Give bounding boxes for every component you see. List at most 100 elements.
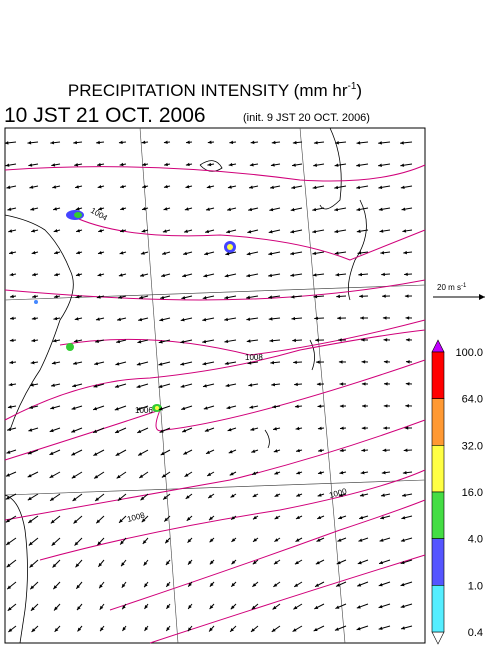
wind-arrow-head [31, 338, 36, 343]
colorbar-label: 32.0 [462, 440, 483, 452]
wind-arrow-head [164, 162, 168, 167]
wind-arrow-head [316, 360, 320, 364]
wind-arrow-head [356, 141, 361, 145]
wind-arrow-head [140, 251, 145, 255]
wind-arrow-head [246, 317, 251, 321]
wind-arrow-head [186, 140, 190, 144]
wind-arrow-head [336, 294, 340, 299]
wind-arrow-head [315, 583, 320, 587]
wind-reference-superscript: -1 [461, 283, 467, 289]
coastline [4, 494, 28, 644]
wind-arrow-head [248, 383, 253, 387]
valid-time: 10 JST 21 OCT. 2006 [4, 104, 206, 127]
wind-arrow-head [136, 407, 141, 411]
wind-arrow-head [142, 162, 146, 167]
wind-arrow-head [229, 472, 234, 476]
wind-arrow-head [229, 140, 234, 145]
wind-arrow-head [403, 250, 408, 255]
colorbar-segment [431, 491, 445, 539]
wind-arrow-head [163, 184, 168, 189]
precipitation [34, 210, 236, 412]
wind-arrow-head [401, 207, 406, 211]
wind-arrow-head [51, 541, 56, 546]
wind-arrow-head [317, 493, 322, 497]
wind-arrow-head [49, 474, 54, 478]
wind-arrow-head [268, 251, 273, 256]
wind-arrow-head [270, 163, 275, 167]
wind-arrow-head [165, 539, 169, 544]
wind-arrow-head [317, 470, 322, 475]
wind-arrow-head [209, 582, 214, 587]
wind-arrow-head [50, 406, 55, 410]
wind-arrow-head [383, 404, 388, 408]
wind-arrow-head [318, 448, 322, 453]
wind-arrow-head [338, 360, 343, 364]
wind-arrow-head [93, 452, 98, 456]
wind-arrow-head [312, 207, 317, 212]
wind-arrow-head [356, 605, 361, 609]
wind-arrow-head [315, 338, 319, 342]
wind-arrow-head [335, 605, 340, 609]
wind-arrow-head [314, 605, 319, 609]
wind-arrow-head [338, 338, 342, 342]
wind-arrow-head [180, 340, 185, 344]
wind-arrow-head [180, 384, 185, 388]
wind-arrow-head [268, 295, 273, 299]
wind-arrow-head [404, 294, 409, 298]
wind-arrow-head [137, 340, 142, 344]
wind-arrow-head [227, 427, 232, 432]
wind-arrow-head [115, 452, 120, 456]
wind-arrow-head [97, 541, 102, 546]
wind-arrow-head [163, 207, 168, 211]
title-close: ) [356, 81, 362, 100]
wind-arrow-head [225, 252, 230, 256]
wind-arrow-head [207, 140, 212, 145]
wind-arrow-head [404, 426, 409, 430]
wind-arrow-head [29, 383, 34, 387]
wind-arrow-head [76, 584, 80, 589]
wind-arrow-head [97, 184, 102, 189]
wind-arrow-head [295, 426, 300, 431]
wind-arrow-head [166, 582, 170, 587]
colorbar-label: 64.0 [462, 394, 483, 406]
wind-arrow-head [7, 607, 12, 611]
wind-arrow-head [292, 338, 296, 343]
wind-arrow-head [383, 338, 388, 342]
wind-arrow-head [32, 272, 36, 277]
wind-arrow-head [224, 361, 229, 366]
wind-arrow-head [100, 627, 104, 632]
wind-arrow-head [182, 273, 187, 278]
wind-arrow-head [138, 452, 143, 456]
wind-arrow-head [162, 229, 167, 233]
wind-arrow-head [98, 206, 103, 211]
wind-arrow-head [185, 184, 190, 189]
wind-arrow-head [53, 585, 58, 590]
colorbar-segment [431, 398, 445, 446]
wind-arrow-head [187, 627, 192, 632]
wind-arrow-head [52, 338, 57, 343]
wind-arrow-head [184, 229, 188, 233]
wind-arrow-head [74, 163, 79, 167]
wind-arrow-head [202, 317, 207, 322]
wind-arrow-head [294, 583, 299, 587]
rain-cell [74, 212, 82, 218]
wind-arrow-head [226, 229, 231, 234]
wind-arrow-head [400, 560, 405, 565]
wind-arrow-head [378, 163, 382, 167]
wind-arrow-head [209, 560, 214, 565]
wind-arrow-head [188, 560, 192, 565]
wind-arrow-head [28, 541, 33, 546]
wind-arrow-head [136, 384, 141, 389]
wind-arrow-head [72, 383, 77, 388]
wind-arrow-head [334, 627, 339, 631]
wind-arrow-head [93, 406, 98, 411]
wind-arrow-head [294, 382, 298, 387]
wind-arrow-head [95, 339, 99, 343]
wind-arrow-head [97, 273, 102, 277]
wind-arrow-head [231, 582, 236, 587]
wind-arrow-head [380, 515, 385, 520]
wind-arrow-head [378, 583, 383, 587]
isobar [4, 279, 426, 301]
wind-arrow-head [142, 540, 147, 544]
